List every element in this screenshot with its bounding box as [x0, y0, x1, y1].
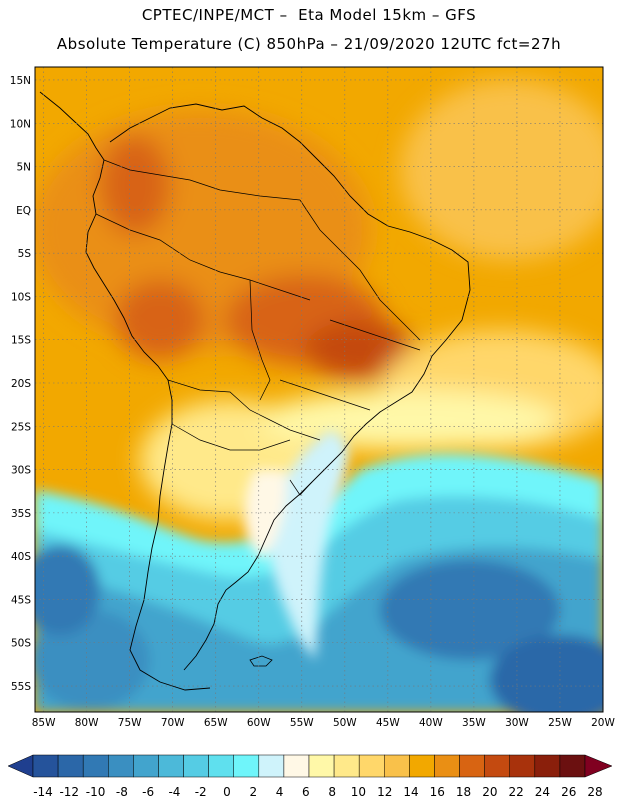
lat-tick-label: 15N [10, 75, 31, 87]
country-borders [95, 159, 421, 496]
colorbar-box [258, 754, 285, 778]
lat-tick-label: 55S [11, 681, 31, 693]
lon-tick-label: 65W [204, 717, 228, 729]
colorbar-upper-arrow [584, 754, 613, 778]
temperature-field [35, 67, 603, 712]
title-line-2: Absolute Temperature (C) 850hPa – 21/09/… [56, 35, 562, 53]
lon-tick-label: 60W [247, 717, 271, 729]
colorbar-label: 26 [561, 785, 576, 799]
colorbar-box [82, 754, 109, 778]
falkland-islands [249, 655, 273, 667]
lon-tick-label: 85W [32, 717, 56, 729]
graticule [35, 67, 603, 712]
cold-field [35, 453, 603, 712]
colorbar-label: 28 [587, 785, 602, 799]
colorbar-label: 24 [535, 785, 550, 799]
lon-tick-label: 80W [75, 717, 99, 729]
lon-tick-label: 20W [591, 717, 615, 729]
colorbar-label: -8 [116, 785, 128, 799]
coastlines [39, 91, 471, 691]
latitude-labels: 15N 10N 5N EQ 5S 10S 15S 20S 25S 30S 35S 40S 45S 50S 5… [10, 75, 32, 693]
lat-tick-label: EQ [16, 205, 31, 217]
colorbar-box [509, 754, 536, 778]
colorbar-label: 12 [377, 785, 392, 799]
colorbar-label: 22 [509, 785, 524, 799]
colorbar-label: -10 [86, 785, 106, 799]
colorbar-box [108, 754, 134, 778]
field-pampas [244, 470, 287, 560]
colorbar-label: 6 [302, 785, 310, 799]
colorbar-box [409, 754, 435, 778]
colorbar-box [534, 754, 561, 778]
colorbar-label: 18 [456, 785, 471, 799]
colorbar-label: -6 [142, 785, 154, 799]
colorbar-box [133, 754, 159, 778]
lat-tick-label: 5N [16, 162, 31, 174]
colorbar-box [32, 754, 59, 778]
colorbar-box [559, 754, 586, 778]
colorbar-label: -4 [168, 785, 180, 799]
lat-tick-label: 50S [11, 638, 31, 650]
lon-tick-label: 75W [118, 717, 142, 729]
colorbar-label: 20 [482, 785, 497, 799]
colorbar-label: 16 [430, 785, 445, 799]
lat-tick-label: 35S [11, 508, 31, 520]
lon-tick-label: 50W [333, 717, 357, 729]
colorbar-box [208, 754, 234, 778]
lat-tick-label: 25S [11, 421, 31, 433]
lat-tick-label: 10N [10, 118, 31, 130]
colorbar-label: -12 [59, 785, 79, 799]
colorbar-box [233, 754, 260, 778]
plot-frame [34, 66, 604, 713]
lat-tick-label: 40S [11, 551, 31, 563]
title-line-1: CPTEC/INPE/MCT – Eta Model 15km – GFS [141, 6, 477, 24]
field-hot-core-2 [305, 320, 415, 380]
colorbar-box [484, 754, 510, 778]
colorbar-box [158, 754, 184, 778]
colorbar-box [308, 754, 335, 778]
field-atlantic-north [400, 80, 603, 260]
lat-tick-label: 15S [11, 335, 31, 347]
lat-tick-label: 20S [11, 378, 31, 390]
colorbar-lower-arrow [7, 754, 34, 778]
colorbar-label: -14 [33, 785, 53, 799]
lon-tick-label: 25W [548, 717, 572, 729]
colorbar-labels: -14 -12 -10 -8 -6 -4 -2 0 2 4 6 8 10 12 14 16 18 20 22 24 26… [33, 785, 602, 799]
lon-tick-label: 70W [161, 717, 185, 729]
colorbar-label: 14 [403, 785, 418, 799]
lat-tick-label: 45S [11, 594, 31, 606]
colorbar-box [384, 754, 410, 778]
field-hot-andes-peru [115, 280, 205, 360]
colorbar-label: 2 [249, 785, 257, 799]
colorbar-box [459, 754, 485, 778]
lat-tick-label: 10S [11, 291, 31, 303]
colorbar-box [183, 754, 209, 778]
lat-tick-label: 5S [18, 248, 32, 260]
colorbar-box [283, 754, 310, 778]
colorbar-label: 4 [276, 785, 284, 799]
colorbar-box [57, 754, 84, 778]
lon-tick-label: 35W [462, 717, 486, 729]
field-hot-andes-north [100, 135, 170, 235]
field-coastal-tongue [269, 430, 349, 660]
colorbar-box [434, 754, 460, 778]
lon-tick-label: 45W [376, 717, 400, 729]
field-subtropics-2 [260, 390, 560, 450]
colorbar-label: 8 [328, 785, 336, 799]
colorbar [7, 754, 613, 778]
colorbar-box [333, 754, 360, 778]
colorbar-label: 10 [351, 785, 366, 799]
lon-tick-label: 55W [290, 717, 314, 729]
lat-tick-label: 30S [11, 465, 31, 477]
colorbar-label: 0 [223, 785, 231, 799]
longitude-labels: 85W 80W 75W 70W 65W 60W 55W 50W 45W 40W 35W 30W 25W 2… [32, 717, 616, 729]
colorbar-box [358, 754, 385, 778]
lon-tick-label: 40W [419, 717, 443, 729]
lon-tick-label: 30W [505, 717, 529, 729]
colorbar-label: -2 [195, 785, 207, 799]
